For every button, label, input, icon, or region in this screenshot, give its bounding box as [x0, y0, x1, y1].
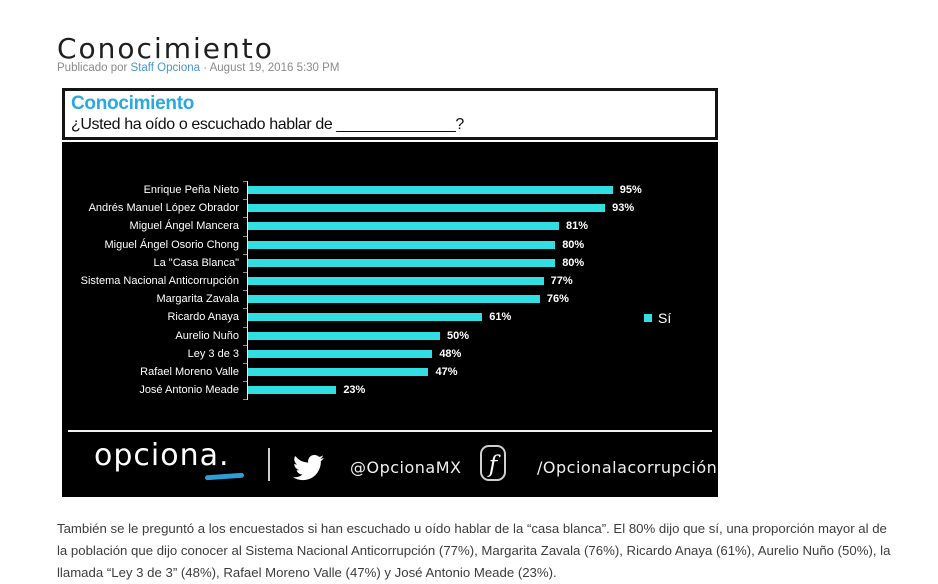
chart-image[interactable]: Conocimiento ¿Usted ha oído o escuchado … [62, 88, 718, 497]
axis-tick [243, 308, 247, 310]
bar [248, 204, 606, 213]
bar-value-label: 81% [566, 220, 589, 233]
chart-row: Margarita Zavala 76% [62, 290, 718, 308]
bar [248, 331, 440, 340]
brand-logo: opciona. [94, 438, 230, 473]
bar-value-label: 76% [546, 293, 569, 306]
axis-tick [243, 272, 247, 273]
axis-tick [243, 253, 247, 255]
category-label: Andrés Manuel López Obrador [88, 202, 239, 215]
axis-tick [243, 363, 247, 364]
bar [248, 295, 540, 304]
chart-header: Conocimiento ¿Usted ha oído o escuchado … [62, 88, 718, 140]
category-label: Rafael Moreno Valle [140, 365, 239, 378]
byline-date: August 19, 2016 5:30 PM [209, 62, 340, 74]
axis-tick [243, 199, 247, 201]
axis-tick [243, 290, 247, 292]
bar-area: 80% [248, 257, 584, 269]
bar-chart-plot: Enrique Peña Nieto 95% Andrés Manuel Lóp… [62, 181, 718, 399]
twitter-handle: @OpcionaMX [350, 458, 462, 477]
chart-row: Sistema Nacional Anticorrupción 77% [62, 272, 718, 290]
bar-value-label: 50% [447, 329, 470, 342]
chart-row: José Antonio Meade 23% [62, 381, 718, 399]
bar [248, 186, 613, 195]
axis-tick [243, 381, 247, 383]
bar-value-label: 95% [619, 184, 642, 197]
chart-row: Miguel Ángel Mancera 81% [62, 217, 718, 235]
category-label: Enrique Peña Nieto [143, 184, 239, 197]
category-label: La "Casa Blanca" [153, 256, 239, 269]
axis-tick [243, 217, 247, 219]
legend: Sí [644, 310, 671, 326]
bar-value-label: 47% [435, 365, 458, 378]
bar-area: 76% [248, 293, 569, 305]
category-label: Aurelio Nuño [175, 329, 239, 342]
bar [248, 222, 560, 231]
bar-area: 81% [248, 220, 588, 232]
bar [248, 367, 429, 376]
axis-tick [243, 326, 247, 328]
byline-prefix: Publicado por [57, 62, 131, 74]
footer-divider [268, 448, 270, 481]
bar-area: 61% [248, 311, 511, 323]
chart-row: Rafael Moreno Valle 47% [62, 363, 718, 381]
chart-row: Miguel Ángel Osorio Chong 80% [62, 236, 718, 254]
footer-separator [68, 430, 712, 432]
chart-row: Ricardo Anaya 61% [62, 308, 718, 326]
bar-area: 80% [248, 239, 584, 251]
bar [248, 313, 483, 322]
bar [248, 349, 433, 358]
axis-line [243, 181, 248, 400]
facebook-handle: /Opcionalacorrupción [537, 458, 718, 477]
axis-tick [243, 181, 247, 182]
bar-value-label: 77% [550, 275, 573, 288]
chart-row: Enrique Peña Nieto 95% [62, 181, 718, 199]
bar [248, 277, 544, 286]
legend-swatch [644, 314, 652, 322]
bar-value-label: 61% [489, 311, 512, 324]
article-paragraph: También se le preguntó a los encuestados… [57, 521, 891, 581]
axis-tick [243, 235, 247, 237]
brand-underline [204, 472, 245, 480]
bar-area: 47% [248, 366, 458, 378]
bar-value-label: 93% [612, 202, 635, 215]
twitter-icon [293, 454, 324, 481]
chart-row: Andrés Manuel López Obrador 93% [62, 199, 718, 217]
category-label: Ricardo Anaya [167, 311, 239, 324]
bar-area: 50% [248, 330, 469, 342]
bar-value-label: 80% [562, 238, 585, 251]
axis-tick [243, 399, 247, 400]
bar [248, 258, 556, 267]
legend-label: Sí [658, 310, 672, 326]
page-title: Conocimiento [57, 31, 274, 65]
category-label: Margarita Zavala [156, 293, 239, 306]
axis-tick [243, 344, 247, 346]
bar-value-label: 23% [343, 384, 366, 397]
bar-area: 48% [248, 348, 461, 360]
chart-row: Ley 3 de 3 48% [62, 345, 718, 363]
category-label: Ley 3 de 3 [187, 347, 239, 360]
category-label: Sistema Nacional Anticorrupción [80, 275, 239, 288]
category-label: Miguel Ángel Mancera [129, 220, 239, 233]
bar-area: 77% [248, 275, 573, 287]
author-link[interactable]: Staff Opciona [130, 62, 201, 74]
bar-value-label: 48% [439, 347, 462, 360]
chart-body: Enrique Peña Nieto 95% Andrés Manuel Lóp… [62, 142, 718, 497]
bar [248, 386, 337, 395]
chart-row: Aurelio Nuño 50% [62, 327, 718, 345]
category-label: José Antonio Meade [139, 384, 239, 397]
byline-separator: · [200, 62, 210, 74]
chart-title: Conocimiento [71, 93, 195, 114]
chart-row: La "Casa Blanca" 80% [62, 254, 718, 272]
facebook-icon-letter: f [488, 451, 498, 478]
bar [248, 240, 556, 249]
category-label: Miguel Ángel Osorio Chong [104, 238, 239, 251]
chart-question: ¿Usted ha oído o escuchado hablar de ___… [71, 116, 464, 133]
bar-area: 95% [248, 184, 642, 196]
bar-area: 23% [248, 384, 365, 396]
facebook-icon: f [480, 445, 506, 481]
byline: Publicado por Staff Opciona · August 19,… [57, 62, 339, 74]
bar-area: 93% [248, 202, 634, 214]
bar-value-label: 80% [562, 256, 585, 269]
